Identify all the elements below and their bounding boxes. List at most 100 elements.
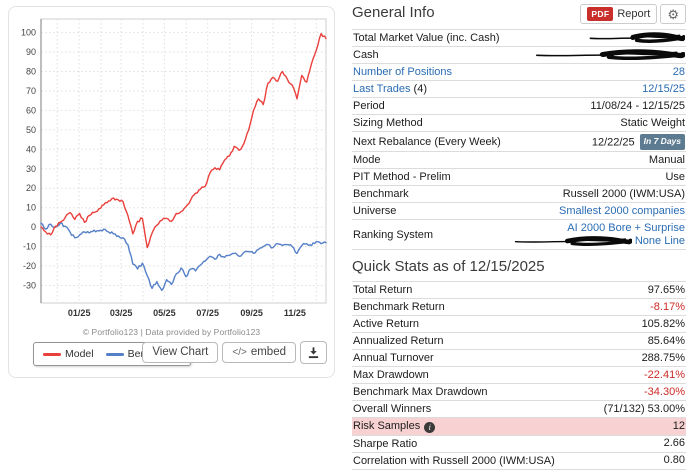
svg-text:60: 60 xyxy=(26,105,36,115)
svg-text:0: 0 xyxy=(31,222,36,232)
row-value[interactable]: AI 2000 Bore + Surprise None Line xyxy=(441,222,685,248)
row-label[interactable]: Last Trades (4) xyxy=(353,83,427,96)
quick-stats-row: Max Drawdown -22.41% xyxy=(352,367,686,385)
row-label: Active Return xyxy=(353,318,420,331)
row-label-suffix: (4) xyxy=(410,83,427,96)
general-info-row: PIT Method - Prelim Use xyxy=(352,169,686,187)
row-value: -22.41% xyxy=(644,368,685,381)
svg-text:07/25: 07/25 xyxy=(196,308,219,318)
svg-text:80: 80 xyxy=(26,67,36,77)
embed-button[interactable]: </> embed xyxy=(222,341,296,364)
row-value[interactable]: 28 xyxy=(672,65,685,78)
chart-attribution: © Portfolio123 | Data provided by Portfo… xyxy=(82,327,261,337)
general-info-row: Ranking System AI 2000 Bore + Surprise No… xyxy=(352,220,686,251)
svg-text:30: 30 xyxy=(26,164,36,174)
quick-stats-row: Benchmark Return -8.17% xyxy=(352,299,686,317)
row-label: Sizing Method xyxy=(353,117,423,130)
row-value[interactable]: 12/15/25 xyxy=(642,82,685,95)
row-label: Annualized Return xyxy=(353,335,444,348)
gear-icon: ⚙ xyxy=(667,6,679,22)
row-value: 2.66 xyxy=(663,437,685,450)
download-chart-button[interactable] xyxy=(300,341,327,364)
svg-text:10: 10 xyxy=(26,203,36,213)
svg-text:11/25: 11/25 xyxy=(284,308,306,318)
svg-text:-30: -30 xyxy=(23,281,36,291)
info-icon[interactable]: i xyxy=(424,422,436,434)
quick-stats-row: Risk Samples i 12 xyxy=(352,418,686,436)
svg-text:-10: -10 xyxy=(23,242,36,252)
row-label: Mode xyxy=(353,154,381,167)
row-value: 12/22/25 In 7 Days xyxy=(509,133,685,150)
embed-label: embed xyxy=(250,345,286,358)
row-label: Ranking System xyxy=(353,228,434,241)
ranking-system-line2-label[interactable]: None Line xyxy=(634,234,685,247)
row-value: Manual xyxy=(648,153,685,166)
general-info-row: Mode Manual xyxy=(352,152,686,170)
row-value: -8.17% xyxy=(650,300,685,313)
row-value[interactable]: Smallest 2000 companies xyxy=(559,204,685,217)
legend-swatch-icon xyxy=(43,352,61,356)
general-info-row: Period 11/08/24 - 12/15/25 xyxy=(352,98,686,116)
row-label: Total Return xyxy=(353,284,413,297)
info-panel: General Info PDF Report ⚙ Total Market V… xyxy=(352,3,686,470)
svg-text:03/25: 03/25 xyxy=(110,308,133,318)
quick-stats-row: Annualized Return 85.64% xyxy=(352,333,686,351)
row-value: 105.82% xyxy=(641,317,685,330)
general-info-row: Number of Positions 28 xyxy=(352,64,686,82)
quick-stats-row: Sharpe Ratio 2.66 xyxy=(352,436,686,453)
legend-item-model[interactable]: Model xyxy=(43,348,94,360)
performance-chart-card: -30 -20 -10 0 10 20 30 40 50 60 70 80 90 100 01/25 03/2… xyxy=(8,6,335,378)
row-value: 97.65% xyxy=(647,283,685,296)
general-info-row: Benchmark Russell 2000 (IWM:USA) xyxy=(352,186,686,204)
row-label: PIT Method - Prelim xyxy=(353,171,451,184)
settings-button[interactable]: ⚙ xyxy=(660,4,686,25)
row-label: Max Drawdown xyxy=(353,369,429,382)
header-buttons: PDF Report ⚙ xyxy=(580,4,686,25)
view-chart-label: View Chart xyxy=(152,345,209,358)
svg-text:70: 70 xyxy=(26,86,36,96)
view-chart-button[interactable]: View Chart xyxy=(142,341,219,364)
performance-chart: -30 -20 -10 0 10 20 30 40 50 60 70 80 90 100 01/25 03/2… xyxy=(21,18,327,318)
quick-stats-row: Annual Turnover 288.75% xyxy=(352,350,686,368)
redaction-scribble xyxy=(536,49,685,61)
general-info-row: Last Trades (4) 12/15/25 xyxy=(352,81,686,99)
general-info-header: General Info PDF Report ⚙ xyxy=(352,3,686,29)
row-value xyxy=(508,32,685,45)
redaction-scribble xyxy=(514,235,632,246)
row-label: Overall Winners xyxy=(353,403,432,416)
svg-text:01/25: 01/25 xyxy=(68,308,91,318)
general-info-row: Next Rebalance (Every Week) 12/22/25 In 7 … xyxy=(352,132,686,153)
row-value: Use xyxy=(665,170,685,183)
code-icon: </> xyxy=(232,346,247,358)
svg-text:20: 20 xyxy=(26,183,36,193)
quick-stats-row: Correlation with Russell 2000 (IWM:USA) 0… xyxy=(352,453,686,470)
general-info-row: Total Market Value (inc. Cash) xyxy=(352,30,686,48)
row-label: Benchmark xyxy=(353,188,409,201)
quick-stats-title: Quick Stats as of 12/15/2025 xyxy=(352,258,545,276)
row-label: Next Rebalance (Every Week) xyxy=(353,135,501,148)
row-value: -34.30% xyxy=(644,385,685,398)
row-value-line2[interactable]: None Line xyxy=(441,235,685,248)
general-info-row: Cash xyxy=(352,47,686,65)
chart-buttons: View Chart </> embed xyxy=(142,341,327,364)
row-value: (71/132) 53.00% xyxy=(603,402,685,415)
report-label: Report xyxy=(617,7,651,20)
redaction-scribble xyxy=(589,32,685,44)
row-value: Russell 2000 (IWM:USA) xyxy=(562,187,685,200)
svg-text:100: 100 xyxy=(21,28,36,38)
chart-footer-row: ModelBenchmark View Chart </> embed xyxy=(9,341,334,369)
row-value: 11/08/24 - 12/15/25 xyxy=(590,99,685,112)
row-value: 85.64% xyxy=(647,334,685,347)
svg-text:40: 40 xyxy=(26,144,36,154)
quick-stats-row: Benchmark Max Drawdown -34.30% xyxy=(352,384,686,402)
row-label: Period xyxy=(353,100,385,113)
row-label: Universe xyxy=(353,205,397,218)
row-label: Cash xyxy=(353,49,379,62)
row-value: 0.80 xyxy=(663,454,685,467)
row-value: Static Weight xyxy=(620,116,685,129)
row-label[interactable]: Number of Positions xyxy=(353,66,453,79)
row-label: Benchmark Max Drawdown xyxy=(353,386,488,399)
row-label: Annual Turnover xyxy=(353,352,434,365)
pdf-report-button[interactable]: PDF Report xyxy=(580,4,658,25)
row-label: Sharpe Ratio xyxy=(353,437,418,450)
